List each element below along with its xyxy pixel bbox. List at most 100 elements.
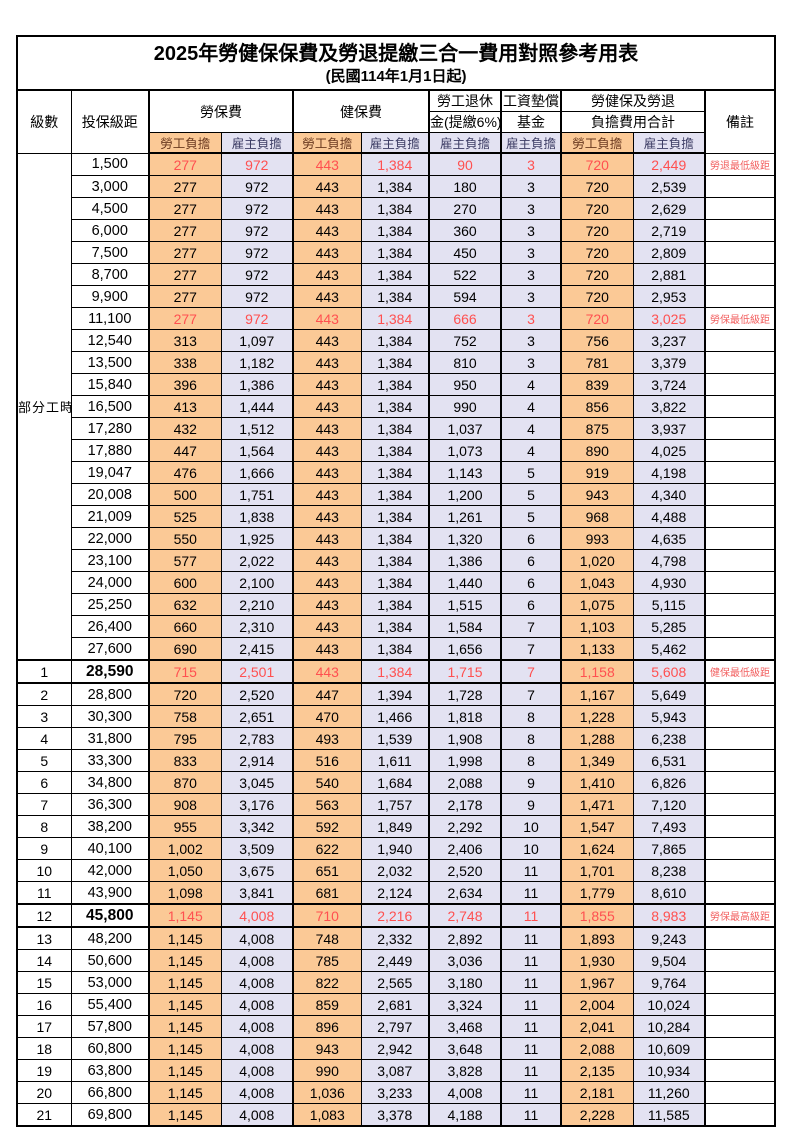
cell-labor-employer: 2,914: [220, 749, 294, 772]
cell-total-employer: 6,531: [632, 749, 706, 772]
cell-total-employer: 6,238: [632, 727, 706, 750]
cell-labor-employer: 3,841: [220, 881, 294, 905]
table-row: 8,700 277 972 443 1,384 522 3 720 2,881: [17, 263, 776, 286]
cell-labor-employer: 972: [220, 175, 294, 198]
cell-remark: [703, 373, 776, 396]
table-row: 20,008 500 1,751 443 1,384 1,200 5 943 4,340: [17, 483, 776, 506]
cell-total-employee: 2,088: [560, 1037, 634, 1060]
cell-health-employee: 1,083: [292, 1103, 362, 1127]
cell-health-employer: 2,216: [360, 903, 430, 928]
cell-remark: [703, 1059, 776, 1082]
cell-health-employer: 1,384: [360, 152, 430, 176]
cell-labor-employee: 1,145: [148, 1059, 222, 1082]
cell-fund-employer: 6: [500, 571, 562, 594]
cell-total-employee: 756: [560, 329, 634, 352]
cell-health-employee: 443: [292, 329, 362, 352]
cell-remark: [703, 1037, 776, 1060]
cell-bracket: 15,840: [70, 373, 150, 396]
cell-total-employer: 7,865: [632, 837, 706, 860]
cell-labor-employee: 632: [148, 593, 222, 616]
cell-health-employer: 1,384: [360, 417, 430, 440]
cell-pension-employer: 180: [428, 175, 502, 198]
table-row: 4,500 277 972 443 1,384 270 3 720 2,629: [17, 197, 776, 220]
cell-labor-employer: 4,008: [220, 926, 294, 950]
cell-health-employee: 443: [292, 439, 362, 462]
cell-total-employer: 4,198: [632, 461, 706, 484]
table-row: 3,000 277 972 443 1,384 180 3 720 2,539: [17, 175, 776, 198]
cell-labor-employee: 432: [148, 417, 222, 440]
cell-total-employee: 720: [560, 175, 634, 198]
cell-total-employee: 968: [560, 505, 634, 528]
cell-labor-employee: 1,145: [148, 1103, 222, 1127]
table-row: 18 60,800 1,145 4,008 943 2,942 3,648 11 2,088 10…: [16, 1037, 776, 1060]
cell-labor-employer: 1,182: [220, 351, 294, 374]
cell-remark: [703, 329, 776, 352]
cell-labor-employee: 396: [148, 373, 222, 396]
cell-total-employee: 720: [560, 152, 634, 176]
cell-health-employee: 443: [292, 219, 362, 242]
cell-bracket: 4,500: [70, 197, 150, 220]
cell-pension-employer: 810: [428, 351, 502, 374]
cell-total-employee: 2,135: [560, 1059, 634, 1082]
cell-level: 13: [16, 926, 72, 950]
cell-pension-employer: 1,320: [428, 527, 502, 550]
page-subtitle: (民國114年1月1日起): [325, 67, 467, 85]
table-row: 13,500 338 1,182 443 1,384 810 3 781 3,379: [17, 351, 776, 374]
table-row: 21 69,800 1,145 4,008 1,083 3,378 4,188 11 2,228…: [16, 1103, 776, 1127]
cell-health-employer: 2,681: [360, 993, 430, 1016]
cell-remark: [703, 1015, 776, 1038]
cell-labor-employee: 1,145: [148, 949, 222, 972]
cell-total-employee: 720: [560, 263, 634, 286]
cell-fund-employer: 11: [500, 881, 562, 905]
header-total-line1: 勞健保及勞退: [560, 89, 706, 112]
cell-fund-employer: 6: [500, 549, 562, 572]
table-row: 19,047 476 1,666 443 1,384 1,143 5 919 4,198: [17, 461, 776, 484]
cell-health-employer: 1,384: [360, 637, 430, 661]
cell-pension-employer: 1,037: [428, 417, 502, 440]
cell-labor-employer: 4,008: [220, 971, 294, 994]
cell-total-employer: 8,238: [632, 859, 706, 882]
cell-level: 17: [16, 1015, 72, 1038]
cell-labor-employer: 1,666: [220, 461, 294, 484]
cell-labor-employer: 3,045: [220, 771, 294, 794]
header-health-insurance: 健保費: [292, 89, 430, 133]
cell-health-employee: 443: [292, 307, 362, 330]
cell-health-employee: 896: [292, 1015, 362, 1038]
cell-fund-employer: 11: [500, 993, 562, 1016]
cell-total-employer: 2,881: [632, 263, 706, 286]
cell-labor-employer: 4,008: [220, 993, 294, 1016]
cell-total-employee: 890: [560, 439, 634, 462]
cell-health-employee: 563: [292, 793, 362, 816]
cell-labor-employer: 1,925: [220, 527, 294, 550]
cell-labor-employer: 1,512: [220, 417, 294, 440]
table-row: 3 30,300 758 2,651 470 1,466 1,818 8 1,228 5,943: [16, 705, 776, 728]
cell-bracket: 9,900: [70, 285, 150, 308]
header-fund-line1: 工資墊償: [500, 89, 562, 112]
cell-pension-employer: 2,520: [428, 859, 502, 882]
cell-level: 2: [16, 682, 72, 706]
cell-health-employer: 1,384: [360, 197, 430, 220]
cell-health-employer: 1,684: [360, 771, 430, 794]
cell-labor-employee: 1,098: [148, 881, 222, 905]
cell-pension-employer: 450: [428, 241, 502, 264]
cell-total-employer: 9,504: [632, 949, 706, 972]
cell-labor-employee: 447: [148, 439, 222, 462]
cell-health-employee: 443: [292, 395, 362, 418]
cell-pension-employer: 1,728: [428, 682, 502, 706]
cell-fund-employer: 4: [500, 439, 562, 462]
cell-bracket: 12,540: [70, 329, 150, 352]
cell-health-employer: 1,384: [360, 395, 430, 418]
cell-labor-employee: 277: [148, 241, 222, 264]
cell-labor-employer: 972: [220, 285, 294, 308]
cell-labor-employee: 870: [148, 771, 222, 794]
cell-level: 20: [16, 1081, 72, 1104]
cell-health-employee: 443: [292, 549, 362, 572]
cell-health-employee: 443: [292, 461, 362, 484]
header-total-employer-share: 雇主負擔: [632, 132, 706, 154]
title-block: 2025年勞健保保費及勞退提繳三合一費用對照參考用表 (民國114年1月1日起): [16, 35, 776, 91]
cell-total-employer: 2,809: [632, 241, 706, 264]
cell-level: 8: [16, 815, 72, 838]
cell-pension-employer: 1,818: [428, 705, 502, 728]
cell-total-employee: 1,701: [560, 859, 634, 882]
cell-remark: [703, 971, 776, 994]
